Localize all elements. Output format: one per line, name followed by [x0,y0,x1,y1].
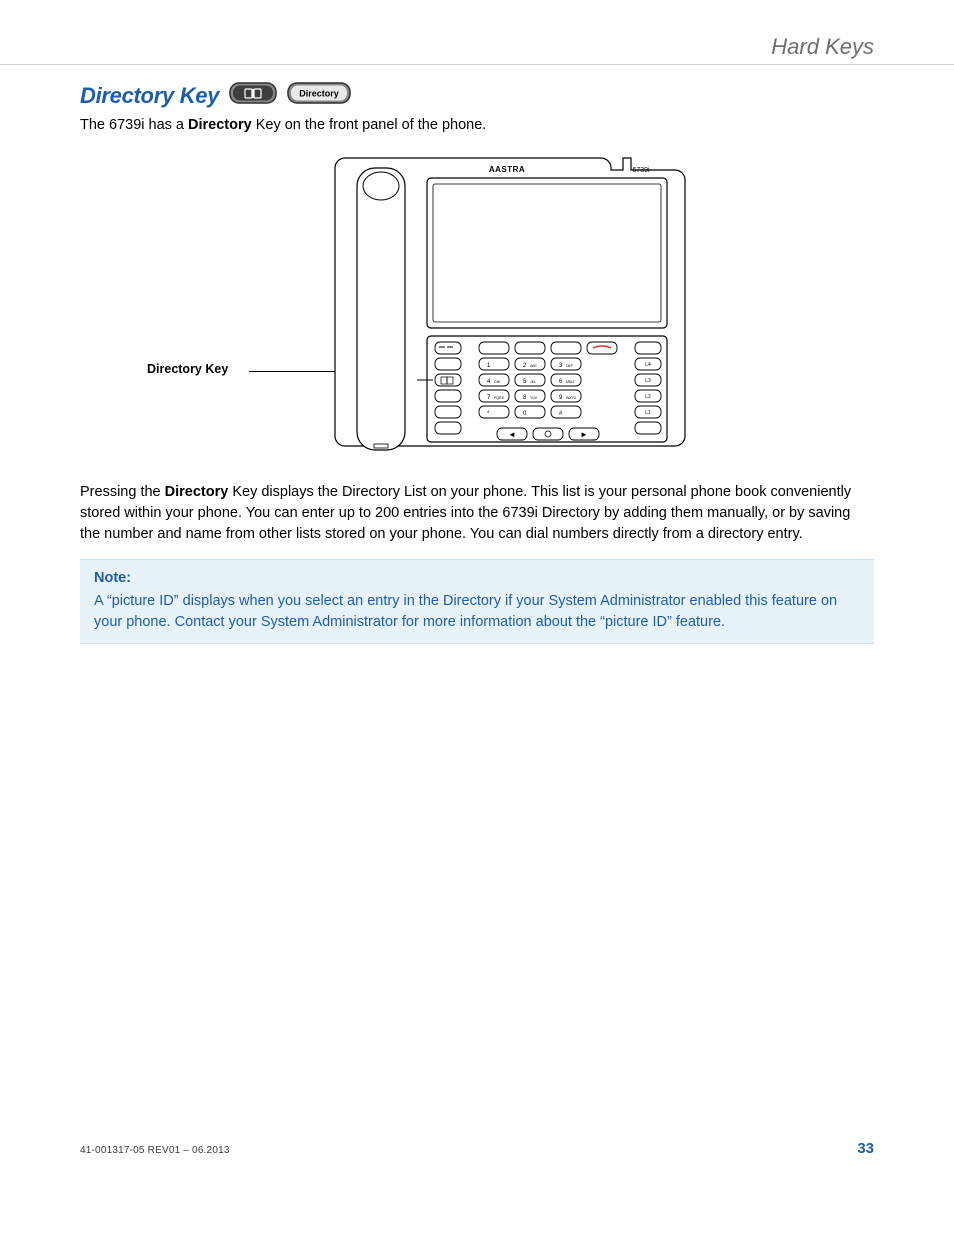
keypad-outline [427,336,667,442]
svg-text:MNO: MNO [566,380,574,384]
page-footer: 41-001317-05 REV01 – 06.2013 33 [80,1140,874,1157]
svg-text:JKL: JKL [530,380,536,384]
svg-text:TUV: TUV [530,396,538,400]
callout-label: Directory Key [147,362,228,376]
handset-outline [357,168,405,450]
body-pre: Pressing the [80,484,165,500]
book-key-icon [229,82,277,109]
svg-text:►: ► [580,430,588,439]
heading-row: Directory Key Directory [80,82,874,109]
header-rule [0,64,954,65]
svg-text:L1: L1 [645,410,651,416]
svg-text:L3: L3 [645,378,651,384]
intro-post: Key on the front panel of the phone. [252,117,487,133]
phone-diagram: Directory Key AASTRA 6739i [80,150,874,460]
svg-text:PQRS: PQRS [494,396,505,400]
note-box: Note: A “picture ID” displays when you s… [80,559,874,644]
brand-text: AASTRA [489,165,525,174]
svg-text:L4: L4 [645,362,651,368]
page: Hard Keys Directory Key Directory [0,0,954,1235]
directory-key-icon: Directory [287,82,351,109]
footer-page-number: 33 [857,1140,874,1157]
svg-text:ABC: ABC [530,364,538,368]
intro-paragraph: The 6739i has a Directory Key on the fro… [80,115,874,136]
body-paragraph: Pressing the Directory Key displays the … [80,482,874,545]
intro-bold: Directory [188,117,252,133]
note-label: Note: [94,568,860,589]
section-header: Hard Keys [771,34,874,60]
svg-text:GHI: GHI [494,380,500,384]
svg-text:DEF: DEF [566,364,573,368]
phone-figure: Directory Key AASTRA 6739i [247,150,707,460]
svg-text:L2: L2 [645,394,651,400]
footer-revision: 41-001317-05 REV01 – 06.2013 [80,1145,230,1156]
body-bold: Directory [165,484,229,500]
model-text: 6739i [632,167,650,174]
svg-text:◄: ◄ [508,430,516,439]
note-body: A “picture ID” displays when you select … [94,591,860,633]
intro-pre: The 6739i has a [80,117,188,133]
svg-text:WXYZ: WXYZ [566,396,577,400]
content-area: Directory Key Directory The 6739 [80,82,874,644]
svg-text:Directory: Directory [299,89,339,99]
phone-svg: AASTRA 6739i [247,150,707,460]
page-heading: Directory Key [80,83,219,109]
